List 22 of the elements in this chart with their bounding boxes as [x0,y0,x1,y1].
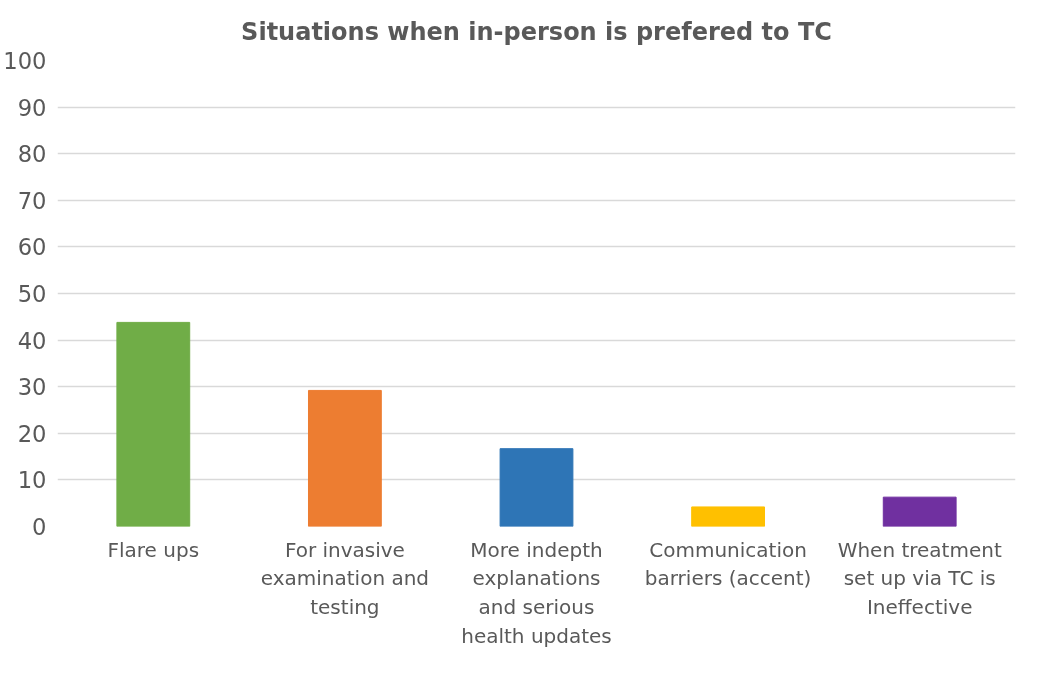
x-tick-label: Communication barriers (accent) [644,537,812,591]
bar [308,389,382,527]
y-tick-label: 10 [17,467,47,494]
y-tick-label: 70 [17,187,47,214]
x-tick-label: More indepth explanations and serious health updates [461,537,612,648]
bar [691,506,765,527]
y-tick-label: 60 [17,234,47,261]
x-tick-label: When treatment set up via TC is Ineffective [837,537,1002,620]
y-tick-label: 20 [17,420,47,447]
bar [882,496,957,527]
y-tick-label: 40 [17,327,47,354]
bar [116,321,191,527]
chart-title: Situations when in-person is prefered to TC [241,17,832,46]
y-tick-label: 100 [3,48,47,74]
y-tick-label: 0 [32,514,47,540]
y-tick-label: 80 [17,141,47,168]
y-tick-label: 90 [17,94,47,121]
bar [499,448,574,527]
x-tick-label: Flare ups [107,537,200,562]
x-tick-label: For invasive examination and testing [260,537,430,620]
y-tick-label: 50 [17,281,47,307]
y-tick-label: 30 [17,374,47,401]
